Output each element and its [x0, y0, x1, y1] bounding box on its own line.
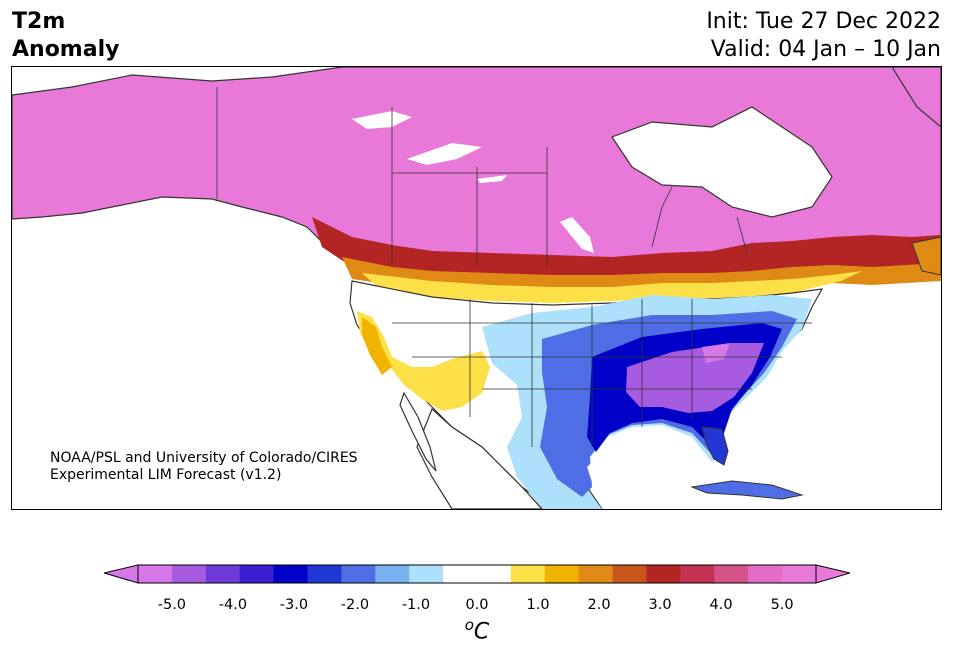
colorbar-frame [137, 564, 817, 584]
baja-peninsula [399, 391, 437, 472]
colorbar-cell [510, 565, 546, 583]
colorbar-cell [782, 565, 817, 583]
colorbar-cell [138, 565, 173, 583]
tick-label: -1.0 [401, 597, 431, 613]
tick-label: 2.0 [587, 597, 611, 613]
title-line-1: T2m [12, 9, 66, 34]
mexico-land [416, 407, 543, 509]
colorbar-extend-high [815, 564, 850, 584]
greenland-edge [891, 67, 941, 128]
map-canvas [12, 67, 941, 509]
colorbar-cell [273, 565, 308, 583]
colorbar-cell [477, 565, 512, 583]
colorbar-cell [205, 565, 241, 583]
warm-band-red [312, 217, 941, 281]
colorbar-cell [612, 565, 647, 583]
title-line-2: Anomaly [12, 37, 120, 62]
warm-band-yellow [362, 271, 862, 303]
cold-anomaly-deepest [626, 343, 764, 413]
lake-athabasca [477, 175, 507, 183]
lake-winnipeg [560, 217, 594, 253]
tick-label: 1.0 [526, 597, 550, 613]
great-bear-lake [352, 111, 412, 129]
forecast-dates: Init: Tue 27 Dec 2022 Valid: 04 Jan – 10… [706, 8, 941, 64]
colorbar-cell [443, 565, 478, 583]
anomaly-map: NOAA/PSL and University of Colorado/CIRE… [11, 66, 942, 510]
colorbar-cell [748, 565, 783, 583]
unit-letter: C [473, 619, 490, 645]
colorbar-cell [171, 565, 207, 583]
map-title: T2m Anomaly [12, 8, 119, 64]
credit-line-2: Experimental LIM Forecast (v1.2) [50, 467, 282, 483]
tick-label: -3.0 [279, 597, 309, 613]
tick-label: 3.0 [648, 597, 672, 613]
tick-label: -4.0 [218, 597, 248, 613]
colorbar-cell [409, 565, 444, 583]
colorbar-cell [341, 565, 376, 583]
hudson-bay [611, 106, 833, 218]
init-date: Init: Tue 27 Dec 2022 [706, 9, 941, 34]
great-slave-lake [407, 143, 482, 165]
colorbar-cell [239, 565, 275, 583]
colorbar-cell [375, 565, 410, 583]
cuba [690, 480, 804, 500]
valid-date: Valid: 04 Jan – 10 Jan [710, 37, 941, 62]
credit-text: NOAA/PSL and University of Colorado/CIRE… [50, 450, 358, 484]
colorbar-cell [680, 565, 715, 583]
degree-superscript: o [464, 616, 474, 634]
tick-label: -2.0 [340, 597, 370, 613]
political-borders [216, 87, 812, 447]
cold-anomaly-core [702, 343, 730, 363]
colorbar [104, 564, 850, 584]
colorbar-cell [646, 565, 681, 583]
tick-label: -5.0 [157, 597, 187, 613]
california-orange [362, 317, 392, 375]
tick-label: 4.0 [709, 597, 733, 613]
colorbar-cell [307, 565, 342, 583]
tick-label: 5.0 [770, 597, 794, 613]
colorbar-unit: oC [465, 616, 490, 644]
west-warm-anomaly [357, 311, 490, 411]
florida-peninsula [701, 426, 729, 466]
colorbar-cell [714, 565, 749, 583]
colorbar-extend-low [104, 564, 139, 584]
tick-label: 0.0 [465, 597, 489, 613]
newfoundland-warm [911, 236, 941, 276]
colorbar-cell [544, 565, 580, 583]
colorbar-cell [578, 565, 614, 583]
gulf-of-mexico [587, 437, 702, 509]
credit-line-1: NOAA/PSL and University of Colorado/CIRE… [50, 450, 358, 466]
